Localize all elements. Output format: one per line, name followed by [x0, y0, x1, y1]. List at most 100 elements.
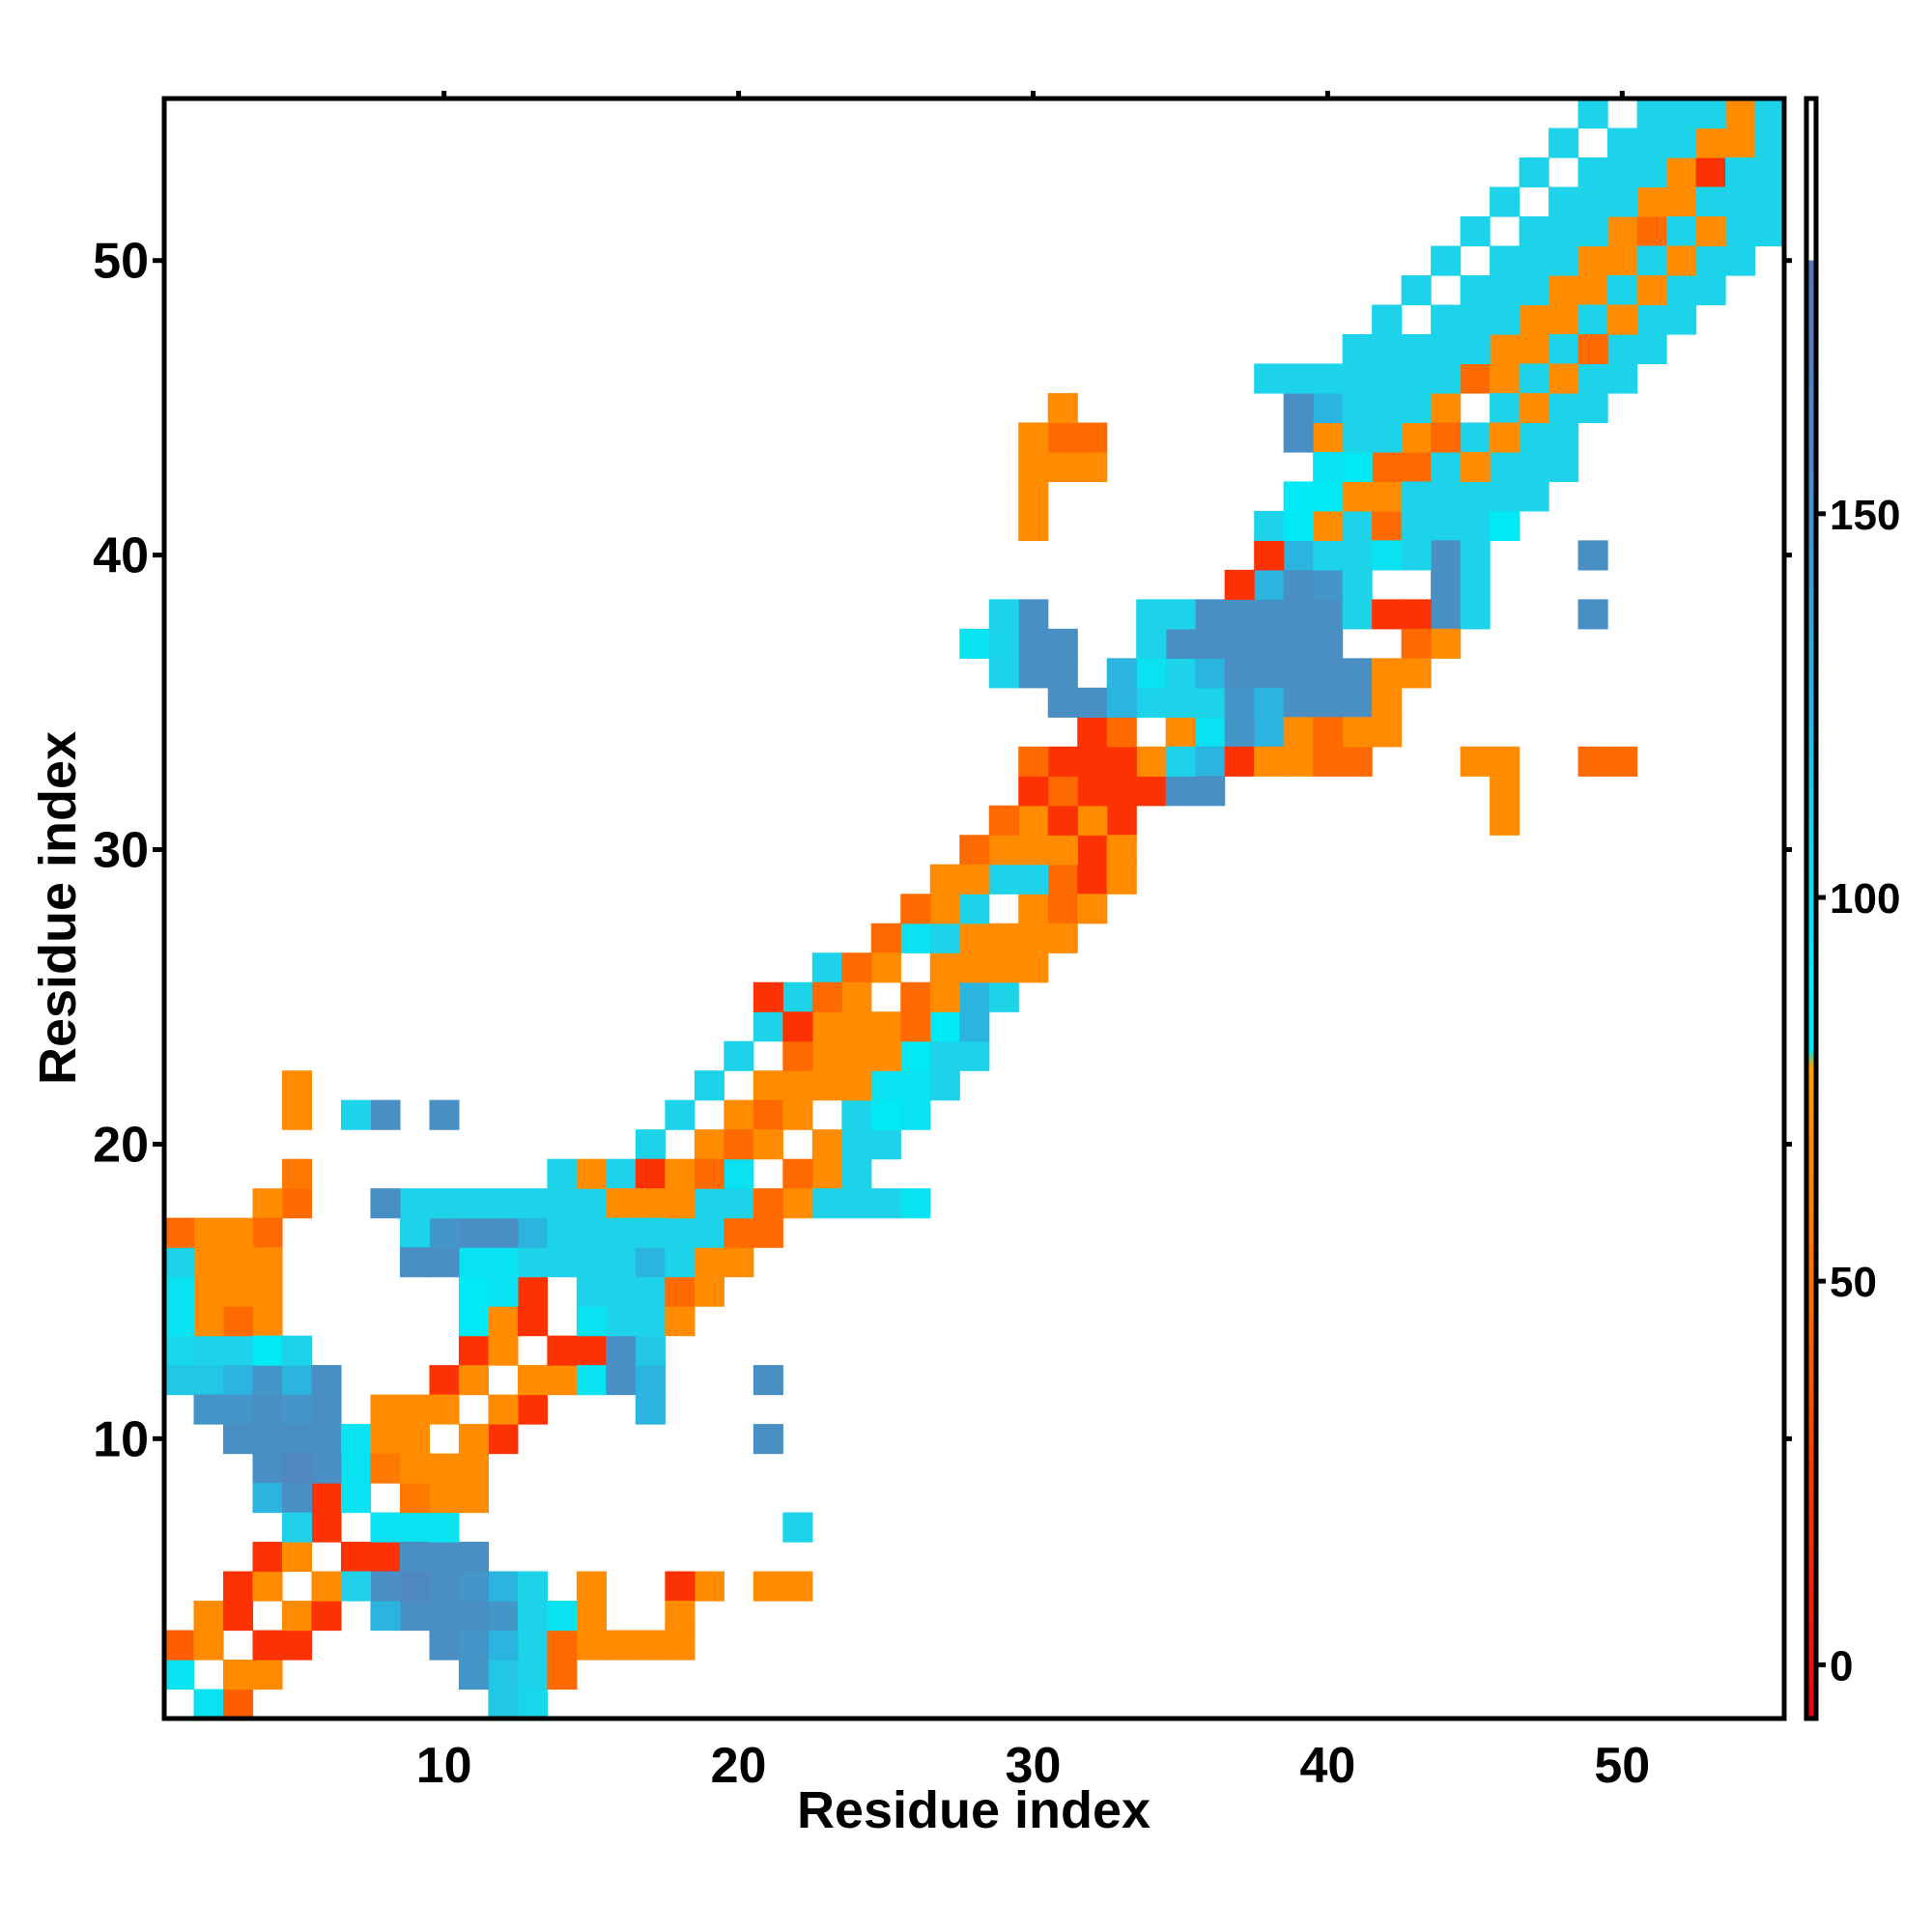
heatmap-cell	[694, 1276, 724, 1307]
heatmap-cell	[1254, 599, 1285, 630]
heatmap-cell	[900, 1099, 931, 1130]
heatmap-cell	[1754, 215, 1785, 247]
heatmap-cell	[959, 923, 990, 953]
heatmap-cell	[340, 1424, 372, 1455]
heatmap-cell	[281, 1188, 313, 1219]
heatmap-cell	[1460, 215, 1491, 247]
heatmap-cell	[606, 1217, 637, 1248]
heatmap-cell	[1283, 717, 1314, 748]
heatmap-cell	[1313, 540, 1344, 571]
heatmap-cell	[1519, 274, 1549, 306]
heatmap-cell	[694, 1129, 724, 1160]
heatmap-cell	[281, 1394, 313, 1425]
heatmap-cell	[193, 1601, 224, 1632]
heatmap-cell	[1431, 304, 1462, 335]
heatmap-cell	[988, 952, 1019, 983]
heatmap-cell	[1047, 776, 1078, 807]
heatmap-cell	[1106, 717, 1137, 748]
heatmap-cell	[1372, 304, 1403, 335]
heatmap-cell	[488, 1217, 519, 1248]
heatmap-cell	[665, 1630, 696, 1661]
heatmap-cell	[1018, 923, 1049, 953]
heatmap-cell	[1224, 658, 1255, 689]
heatmap-cell	[811, 952, 842, 983]
heatmap-cell	[753, 1571, 783, 1602]
heatmap-cell	[959, 864, 990, 895]
heatmap-cell	[1725, 245, 1756, 276]
heatmap-cell	[1018, 658, 1049, 689]
heatmap-cell	[1754, 128, 1785, 158]
heatmap-cell	[1106, 776, 1137, 807]
heatmap-cell	[399, 1601, 431, 1632]
heatmap-cell	[340, 1571, 372, 1602]
heatmap-cell	[665, 1217, 696, 1248]
heatmap-cell	[665, 1306, 696, 1337]
heatmap-cell	[547, 1158, 578, 1189]
heatmap-cell	[429, 1394, 460, 1425]
heatmap-cell	[1431, 422, 1462, 453]
heatmap-cell	[988, 658, 1019, 689]
heatmap-cell	[340, 1483, 372, 1514]
heatmap-cell	[458, 1571, 489, 1602]
heatmap-cell	[1313, 363, 1344, 394]
heatmap-cell	[1047, 422, 1078, 453]
heatmap-cell	[1165, 628, 1196, 659]
heatmap-cell	[576, 1158, 607, 1189]
heatmap-cell	[547, 1630, 578, 1661]
heatmap-cell	[1018, 510, 1049, 541]
heatmap-cell	[1136, 776, 1167, 807]
heatmap-cell	[222, 1660, 254, 1690]
heatmap-cell	[1666, 215, 1697, 247]
heatmap-cell	[164, 1335, 195, 1366]
heatmap-cell	[1372, 392, 1403, 423]
heatmap-cell	[1548, 392, 1579, 423]
heatmap-cell	[429, 1601, 460, 1632]
heatmap-cell	[1636, 304, 1667, 335]
heatmap-cell	[1490, 333, 1520, 365]
heatmap-cell	[1283, 628, 1314, 659]
heatmap-cell	[576, 1335, 607, 1366]
x-tick-label: 30	[1006, 1738, 1062, 1794]
heatmap-cell	[517, 1188, 548, 1219]
heatmap-cell	[547, 1660, 578, 1690]
heatmap-cell	[458, 1335, 489, 1366]
heatmap-cell	[811, 1188, 842, 1219]
heatmap-cell	[1283, 422, 1314, 453]
heatmap-cell	[547, 1217, 578, 1248]
heatmap-cell	[576, 1601, 607, 1632]
heatmap-cell	[340, 1099, 372, 1130]
heatmap-cell	[429, 1217, 460, 1248]
y-axis-ticks: 10 20 30 40 50	[93, 234, 1792, 1467]
heatmap-cell	[1725, 99, 1756, 129]
heatmap-cell	[1666, 128, 1697, 158]
heatmap-cell	[252, 1188, 283, 1219]
heatmap-cell	[724, 1217, 754, 1248]
heatmap-cell	[1401, 540, 1432, 571]
heatmap-cell	[458, 1601, 489, 1632]
heatmap-cell	[252, 1483, 283, 1514]
x-tick-label: 50	[1594, 1738, 1650, 1794]
heatmap-cell	[841, 1188, 872, 1219]
heatmap-cell	[782, 1158, 813, 1189]
heatmap-cell	[870, 1188, 901, 1219]
heatmap-cell	[1431, 245, 1462, 276]
heatmap-cell	[311, 1483, 342, 1514]
heatmap-cell	[635, 1158, 666, 1189]
heatmap-cell	[281, 1512, 313, 1543]
heatmap-cell	[1254, 540, 1285, 571]
heatmap-cell	[1490, 805, 1520, 836]
heatmap-cell	[399, 1217, 431, 1248]
heatmap-cell	[1018, 835, 1049, 866]
x-tick-label: 20	[711, 1738, 767, 1794]
heatmap-cell	[1018, 481, 1049, 512]
heatmap-cell	[1519, 215, 1549, 247]
heatmap-cell	[1224, 628, 1255, 659]
heatmap-cell	[576, 1571, 607, 1602]
heatmap-cell	[1077, 422, 1108, 453]
heatmap-cell	[1342, 510, 1373, 541]
heatmap-cell	[1548, 215, 1579, 247]
heatmap-cell	[517, 1306, 548, 1337]
heatmap-cell	[753, 981, 783, 1012]
heatmap-cell	[1401, 333, 1432, 365]
heatmap-cell	[1342, 599, 1373, 630]
